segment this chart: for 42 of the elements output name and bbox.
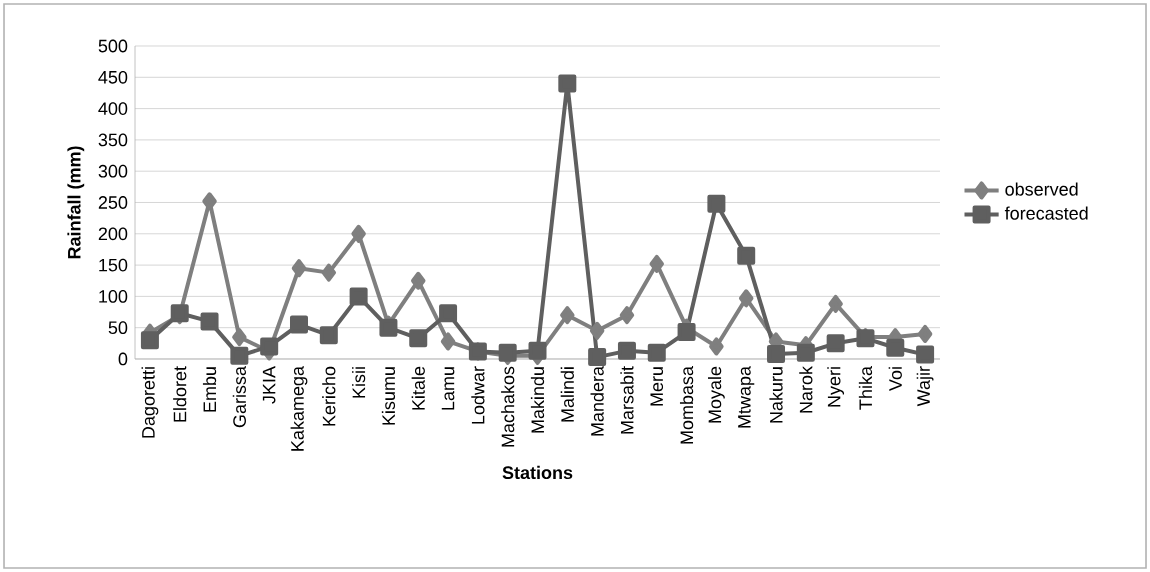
x-tick-label: Kericho <box>322 366 336 426</box>
y-tick-label: 450 <box>98 70 128 84</box>
x-tick-label: Kakamega <box>290 366 308 451</box>
x-tick-label: Eldoret <box>173 366 187 422</box>
x-tick-label: Kitale <box>411 366 425 410</box>
y-tick-label: 50 <box>108 321 128 335</box>
x-tick-label: Moyale <box>708 366 725 423</box>
legend-label: observed <box>1005 182 1078 196</box>
x-tick-label: Meru <box>650 367 664 406</box>
y-tick-label: 400 <box>98 102 128 115</box>
x-tick-label: Malindi <box>560 367 574 422</box>
y-axis-title: Rainfall (mm) <box>67 146 85 259</box>
x-tick-label: Lodwar <box>471 366 485 424</box>
y-tick-label: 350 <box>98 133 128 147</box>
x-tick-label: JKIA <box>262 366 276 404</box>
x-tick-label: Mombasa <box>679 366 694 444</box>
x-tick-label: Nakuru <box>769 367 783 423</box>
x-tick-label: Marsabit <box>620 366 634 434</box>
legend-label: forecasted <box>1004 206 1088 220</box>
x-tick-label: Mandera <box>590 366 604 436</box>
x-axis-title: Stations <box>502 465 573 480</box>
x-tick-label: Garissa <box>232 366 246 428</box>
y-tick-label: 250 <box>98 196 128 209</box>
x-tick-label: Narok <box>799 366 813 413</box>
y-tick-label: 200 <box>98 227 128 241</box>
y-tick-label: 100 <box>99 290 128 303</box>
x-tick-label: Nyeri <box>827 367 845 407</box>
x-tick-label: Machakos <box>501 366 515 447</box>
x-tick-label: Dagoretti <box>141 367 159 438</box>
x-tick-label: Wajir <box>916 366 934 407</box>
x-tick-label: Kisumu <box>381 367 396 425</box>
x-tick-label: Embu <box>202 367 217 412</box>
x-tick-label: Makindu <box>530 367 545 433</box>
y-tick-label: 150 <box>99 258 128 272</box>
x-tick-label: Thika <box>858 366 873 410</box>
x-tick-label: Kisii <box>352 367 366 398</box>
y-tick-label: 500 <box>98 39 128 53</box>
y-tick-label: 300 <box>98 164 128 178</box>
y-tick-label: 0 <box>118 352 128 366</box>
x-tick-label: Lamu <box>441 367 455 410</box>
x-tick-label: Mtwapa <box>738 366 755 428</box>
x-tick-label: Voi <box>888 367 902 391</box>
